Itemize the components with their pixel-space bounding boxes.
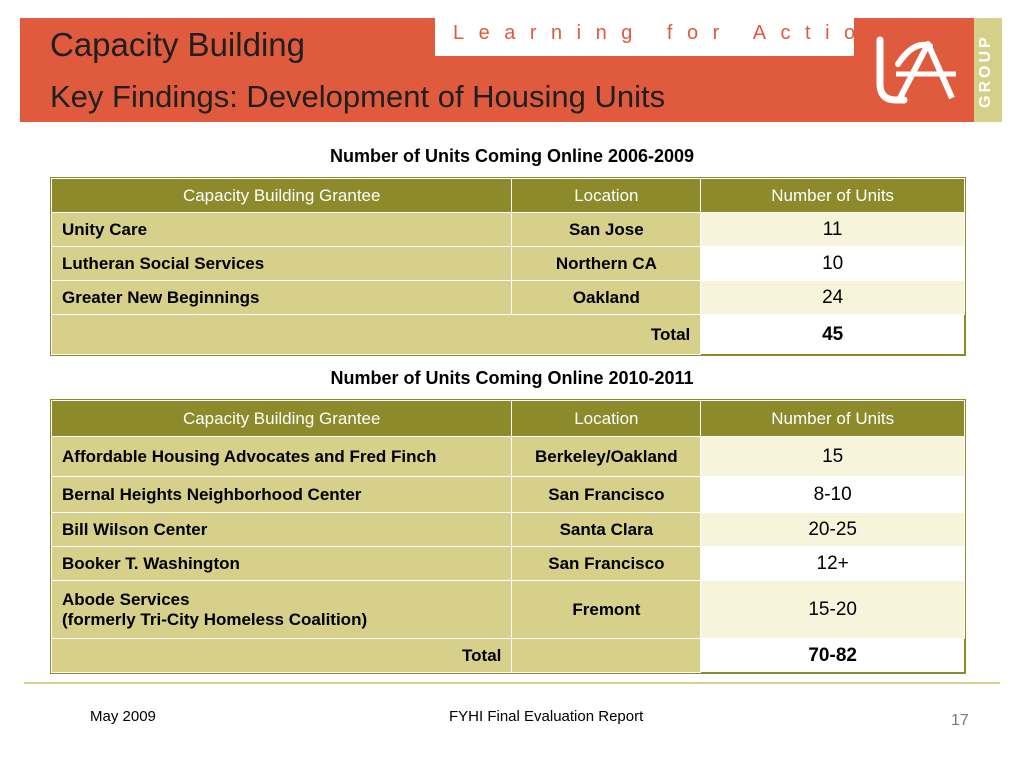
location-cell: Santa Clara (511, 512, 702, 547)
page-number: 17 (951, 712, 969, 729)
location-cell: Northern CA (511, 246, 702, 281)
logo-box (856, 18, 974, 122)
units-table-2006-2009: Capacity Building Grantee Location Numbe… (50, 177, 966, 356)
tagline-text: Learning for Action (453, 22, 896, 44)
table-row: Lutheran Social Services Northern CA 10 (50, 246, 965, 281)
grantee-cell: Affordable Housing Advocates and Fred Fi… (50, 436, 513, 477)
units-cell: 12+ (700, 546, 965, 581)
tagline-box: Learning for Action (435, 18, 881, 56)
column-header-units: Number of Units (700, 400, 965, 437)
table-row: Bill Wilson Center Santa Clara 20-25 (50, 512, 965, 547)
units-cell: 15 (700, 436, 965, 477)
table-row: Affordable Housing Advocates and Fred Fi… (50, 436, 965, 477)
column-header-grantee: Capacity Building Grantee (50, 400, 513, 437)
table-row: Bernal Heights Neighborhood Center San F… (50, 476, 965, 513)
footer-date: May 2009 (90, 708, 156, 725)
table-row: Unity Care San Jose 11 (50, 212, 965, 247)
table1-caption: Number of Units Coming Online 2006-2009 (329, 146, 695, 166)
units-table-2010-2011: Capacity Building Grantee Location Numbe… (50, 399, 966, 674)
column-header-units: Number of Units (700, 178, 965, 213)
grantee-cell: Bernal Heights Neighborhood Center (50, 476, 513, 513)
total-row: Total 70-82 (50, 638, 965, 673)
total-value: 70-82 (700, 638, 965, 673)
grantee-name: Abode Services (62, 589, 190, 609)
location-cell: San Jose (511, 212, 702, 247)
units-cell: 15-20 (700, 580, 965, 639)
column-header-location: Location (511, 400, 702, 437)
column-header-location: Location (511, 178, 702, 213)
grantee-cell: Bill Wilson Center (50, 512, 513, 547)
table-row: Greater New Beginnings Oakland 24 (50, 280, 965, 315)
grantee-note: (formerly Tri-City Homeless Coalition) (62, 609, 368, 629)
total-value: 45 (700, 314, 965, 355)
grantee-cell: Abode Services (formerly Tri-City Homele… (50, 580, 513, 639)
grantee-cell: Lutheran Social Services (50, 246, 513, 281)
location-cell: Fremont (511, 580, 702, 639)
column-header-grantee: Capacity Building Grantee (50, 178, 513, 213)
total-location-empty (511, 638, 702, 673)
location-cell: Berkeley/Oakland (511, 436, 702, 477)
table-row: Booker T. Washington San Francisco 12+ (50, 546, 965, 581)
total-label: Total (50, 314, 702, 355)
page-subtitle: Key Findings: Development of Housing Uni… (50, 79, 666, 114)
units-cell: 20-25 (700, 512, 965, 547)
location-cell: San Francisco (511, 546, 702, 581)
table2-caption: Number of Units Coming Online 2010-2011 (330, 368, 694, 388)
total-row: Total 45 (50, 314, 965, 355)
table-header-row: Capacity Building Grantee Location Numbe… (50, 400, 965, 437)
units-cell: 8-10 (700, 476, 965, 513)
group-label: GROUP (977, 34, 994, 108)
total-label: Total (50, 638, 513, 673)
location-cell: Oakland (511, 280, 702, 315)
location-cell: San Francisco (511, 476, 702, 513)
table-row: Abode Services (formerly Tri-City Homele… (50, 580, 965, 639)
header-banner: Capacity Building Key Findings: Developm… (20, 18, 881, 122)
footer-divider (24, 682, 1000, 684)
units-cell: 10 (700, 246, 965, 281)
table-header-row: Capacity Building Grantee Location Numbe… (50, 178, 965, 213)
page-title: Capacity Building (50, 26, 305, 63)
units-cell: 11 (700, 212, 965, 247)
lfa-logo-icon (876, 36, 956, 104)
group-label-bar: GROUP (974, 18, 1002, 122)
footer-report-title: FYHI Final Evaluation Report (449, 708, 644, 725)
grantee-cell: Booker T. Washington (50, 546, 513, 581)
grantee-cell: Greater New Beginnings (50, 280, 513, 315)
units-cell: 24 (700, 280, 965, 315)
grantee-cell: Unity Care (50, 212, 513, 247)
